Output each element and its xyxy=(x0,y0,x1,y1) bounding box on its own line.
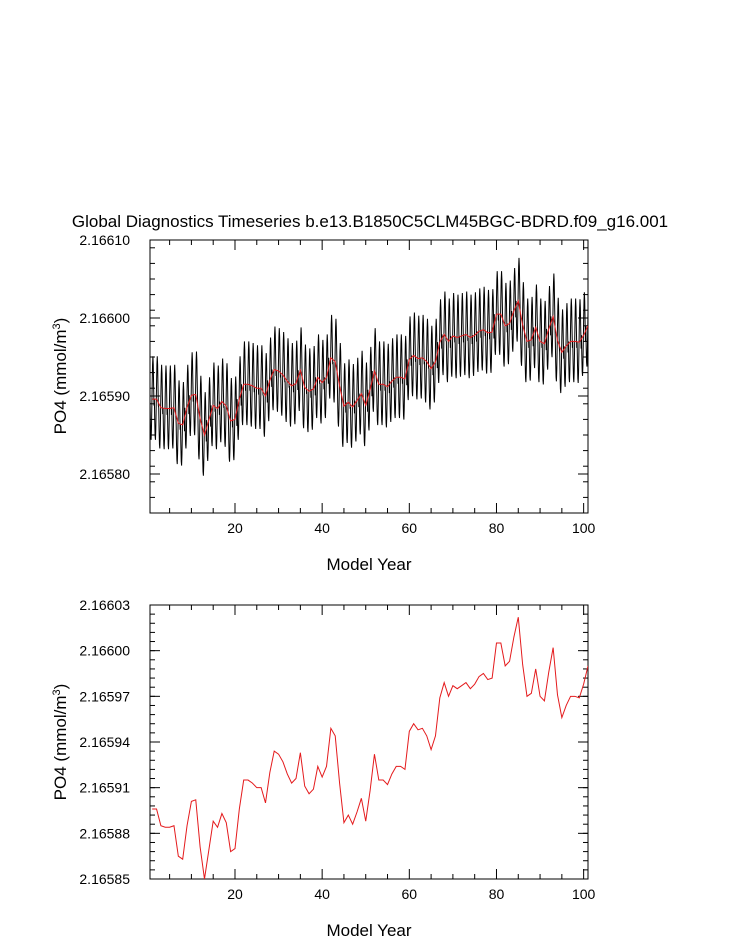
bottom-panel: 20 40 60 80 100 2.16585 2.16588 2.16591 2.16594 2… xyxy=(79,597,595,902)
y-tick-label: 2.16603 xyxy=(79,597,130,613)
x-tick-label: 100 xyxy=(572,520,596,536)
x-tick-label: 40 xyxy=(314,520,330,536)
plot-frame xyxy=(149,604,589,880)
top-panel: 20 40 60 80 100 2.16580 2.16590 2.16600 2.16610 xyxy=(79,232,595,536)
x-tick-label: 60 xyxy=(402,886,418,902)
y-tick-label: 2.16585 xyxy=(79,871,130,887)
y-tick-label: 2.16588 xyxy=(79,825,130,841)
x-tick-label: 20 xyxy=(227,886,243,902)
x-tick-label: 80 xyxy=(489,886,505,902)
bottom-x-axis-title: Model Year xyxy=(326,921,411,940)
chart-title: Global Diagnostics Timeseries b.e13.B185… xyxy=(72,212,668,231)
y-tick-label: 2.16590 xyxy=(79,388,130,404)
monthly-series-line xyxy=(150,257,588,476)
top-x-axis-title: Model Year xyxy=(326,555,411,574)
annual-mean-line xyxy=(152,617,588,879)
y-tick-label: 2.16580 xyxy=(79,466,130,482)
bottom-y-axis-title: PO4 (mmol/m3) xyxy=(51,684,70,801)
x-tick-label: 20 xyxy=(227,520,243,536)
x-tick-label: 80 xyxy=(489,520,505,536)
y-tick-label: 2.16594 xyxy=(79,734,130,750)
y-tick-label: 2.16597 xyxy=(79,688,130,704)
x-tick-label: 60 xyxy=(402,520,418,536)
x-tick-label: 40 xyxy=(314,886,330,902)
annual-mean-line-top xyxy=(152,299,588,437)
x-tick-label: 100 xyxy=(572,886,596,902)
y-tick-label: 2.16591 xyxy=(79,780,130,796)
y-tick-label: 2.16600 xyxy=(79,643,130,659)
y-tick-label: 2.16610 xyxy=(79,232,130,248)
y-tick-label: 2.16600 xyxy=(79,310,130,326)
plot-frame xyxy=(149,239,589,514)
top-y-axis-title: PO4 (mmol/m3) xyxy=(51,318,70,435)
